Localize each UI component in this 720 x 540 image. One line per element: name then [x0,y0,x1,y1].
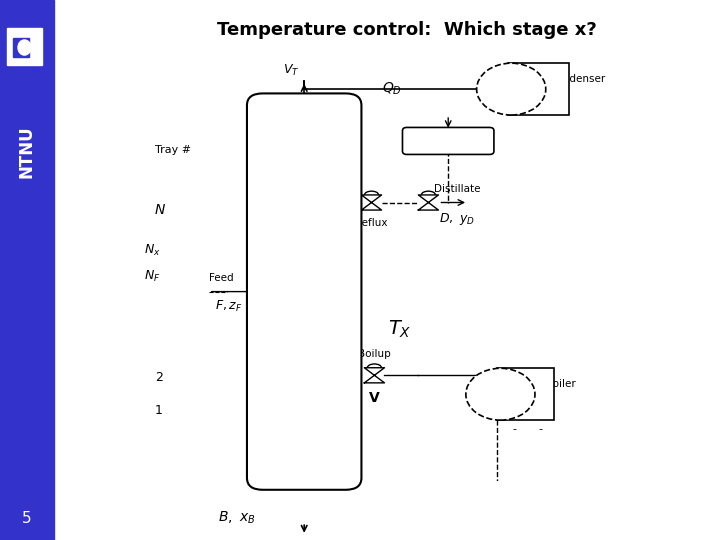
Text: -: - [556,89,560,98]
Text: Reboiler: Reboiler [533,380,575,389]
Text: Distillate: Distillate [434,184,481,194]
Text: Condenser: Condenser [549,75,606,84]
Text: $N_F$: $N_F$ [144,269,161,284]
Text: l: l [277,335,280,345]
Text: $M_D$: $M_D$ [438,133,458,148]
Text: Boilup: Boilup [358,349,391,359]
Text: Tray #: Tray # [155,145,191,155]
Text: $\mathbf{L}$: $\mathbf{L}$ [347,187,359,205]
Text: Reflux: Reflux [355,218,388,228]
Text: $Q_D$: $Q_D$ [382,81,402,97]
Text: 1: 1 [155,404,163,417]
Text: $V_T$: $V_T$ [283,63,300,78]
Text: Temperature control:  Which stage x?: Temperature control: Which stage x? [217,21,597,39]
Text: -: - [538,424,542,434]
Text: 2: 2 [155,371,163,384]
Text: $B,\ x_B$: $B,\ x_B$ [218,509,256,525]
Text: N: N [155,202,165,217]
Text: -: - [513,424,517,434]
Text: $T_X$: $T_X$ [388,318,411,340]
Text: $F,z_F$: $F,z_F$ [215,299,243,314]
Text: $Q_B$: $Q_B$ [535,388,552,403]
Text: $N_x$: $N_x$ [144,243,161,258]
Text: p: p [310,125,317,134]
Text: Feed: Feed [210,273,234,283]
Text: 5: 5 [22,511,32,526]
Text: -: - [495,390,499,403]
Text: V: V [369,392,379,406]
Text: NTNU: NTNU [17,125,36,178]
Text: l: l [277,234,280,245]
Text: $M_B$: $M_B$ [271,459,288,473]
Text: $D,\ y_D$: $D,\ y_D$ [439,211,475,227]
